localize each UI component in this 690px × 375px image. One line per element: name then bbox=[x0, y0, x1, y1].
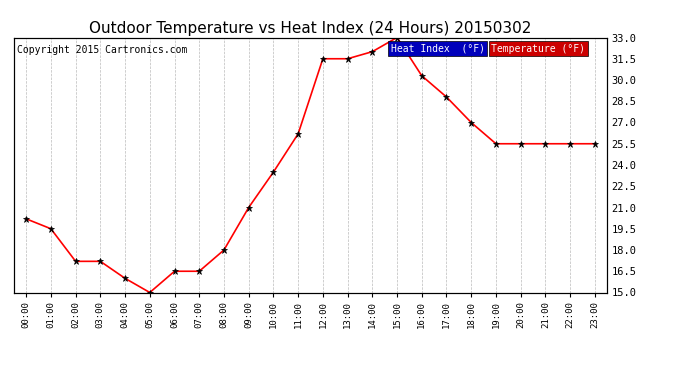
Text: Temperature (°F): Temperature (°F) bbox=[491, 44, 586, 54]
Title: Outdoor Temperature vs Heat Index (24 Hours) 20150302: Outdoor Temperature vs Heat Index (24 Ho… bbox=[89, 21, 532, 36]
Text: Copyright 2015 Cartronics.com: Copyright 2015 Cartronics.com bbox=[17, 45, 187, 55]
Text: Heat Index  (°F): Heat Index (°F) bbox=[391, 44, 484, 54]
